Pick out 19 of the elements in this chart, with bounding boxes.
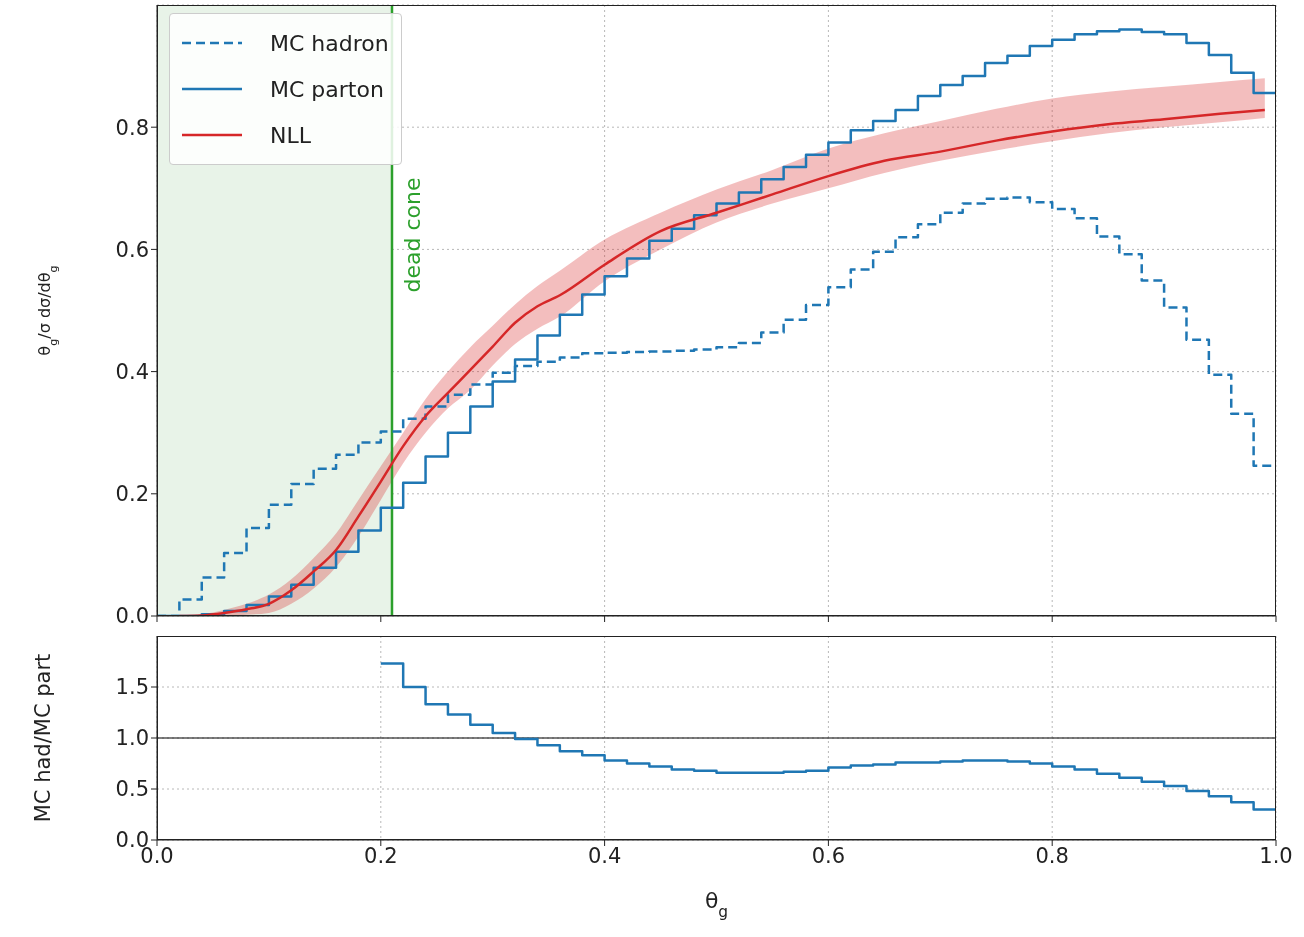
legend-label: NLL	[270, 122, 311, 148]
legend-label: MC parton	[270, 76, 384, 102]
x-axis-title: θ$_{g}$	[704, 888, 729, 921]
x-tick-label: 0.8	[1035, 843, 1069, 868]
y-tick-label: 0.5	[115, 777, 149, 802]
legend-label: MC hadron	[270, 30, 389, 56]
x-tick-label: 0.4	[587, 843, 622, 868]
x-tick-label: 0.2	[364, 843, 398, 868]
x-tick-label: 1.0	[1259, 843, 1293, 868]
ref-line-label: dead cone	[399, 177, 425, 293]
y-tick-label: 0.6	[115, 237, 149, 262]
y-tick-label: 0.2	[115, 482, 149, 507]
y-tick-label: 1.5	[115, 675, 149, 700]
y-tick-label: 0.0	[115, 604, 149, 629]
y-tick-label: 0.8	[115, 115, 149, 140]
y-tick-label: 0.4	[115, 360, 149, 385]
x-tick-label: 0.6	[811, 843, 846, 868]
y-tick-label: 1.0	[115, 726, 149, 751]
y-axis-title: MC had/MC part	[31, 653, 55, 823]
